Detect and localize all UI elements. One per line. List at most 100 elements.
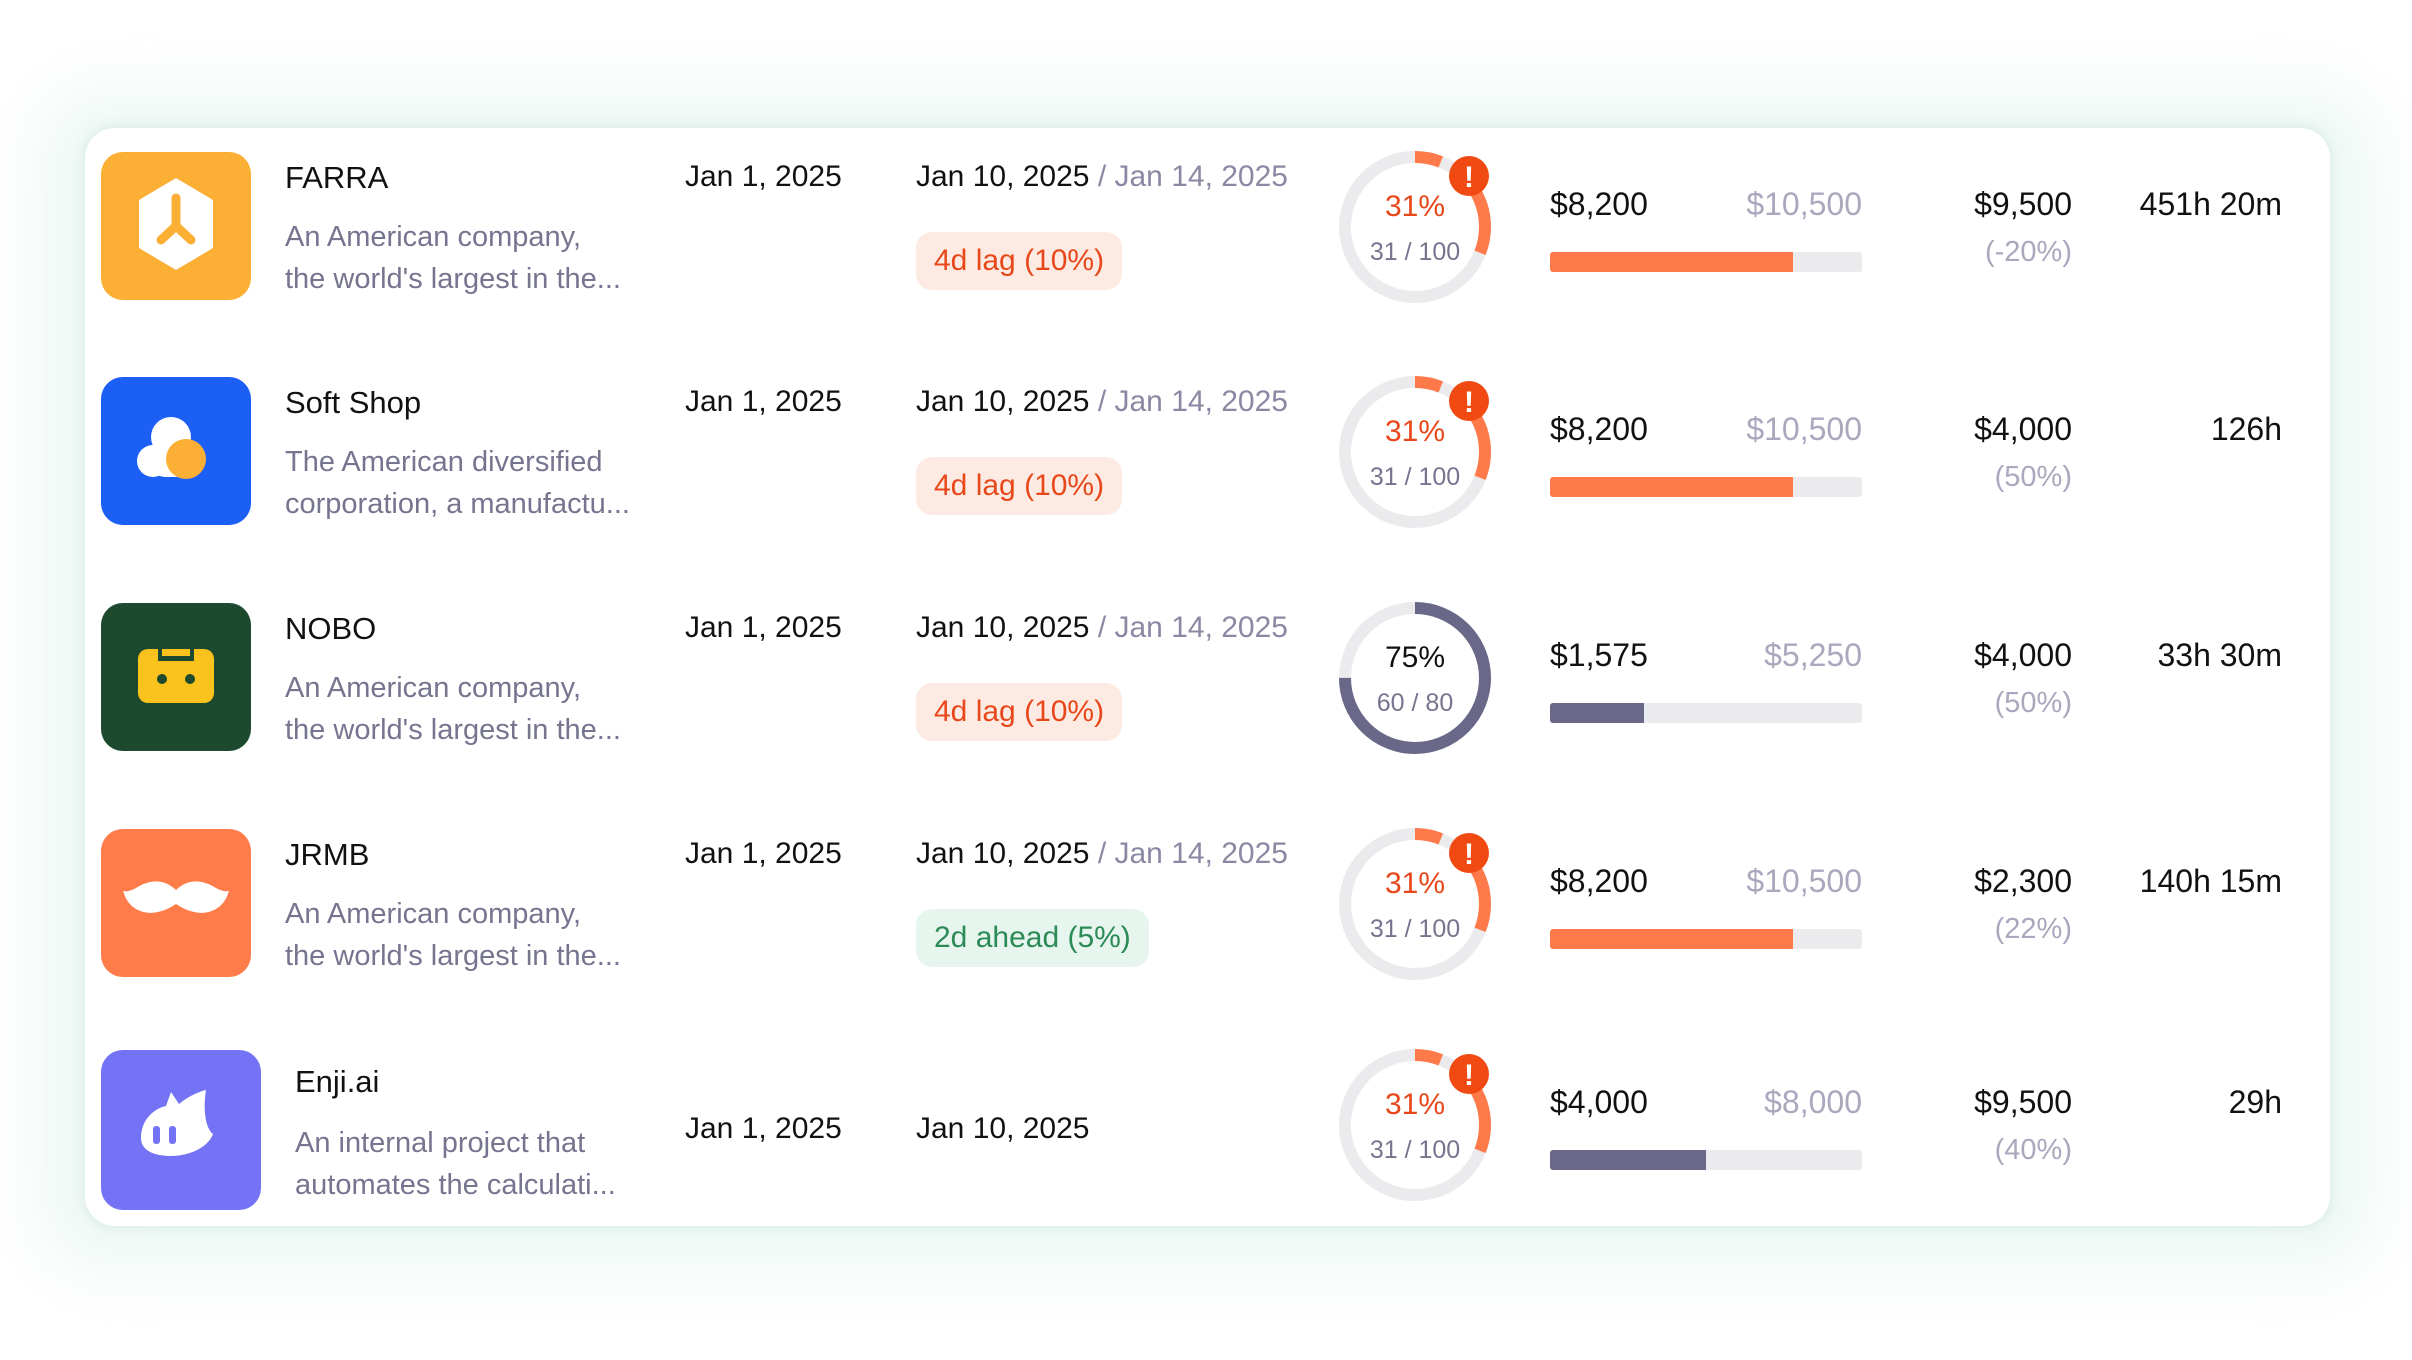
projects-card — [85, 128, 2330, 1226]
planned-date: Jan 14, 2025 — [1114, 160, 1288, 193]
time-spent: 33h 30m — [2157, 637, 2282, 673]
progress-arc — [1339, 376, 1491, 528]
progress-count: 60 / 80 — [1376, 689, 1454, 717]
progress-percent: 31% — [1384, 867, 1446, 900]
spent-amount: $8,200 — [1550, 411, 1648, 447]
project-logo — [101, 829, 251, 977]
alert-icon — [1449, 1054, 1489, 1094]
spent-amount: $8,200 — [1550, 863, 1648, 899]
progress-ring: ! — [1339, 828, 1491, 980]
budget-amount: $10,500 — [1746, 411, 1862, 447]
mustache-icon — [121, 876, 231, 931]
planned-date: Jan 14, 2025 — [1114, 837, 1288, 870]
progress-count: 31 / 100 — [1369, 1136, 1461, 1164]
progress-ring: ! — [1339, 376, 1491, 528]
start-date: Jan 1, 2025 — [685, 385, 842, 418]
progress-count: 31 / 100 — [1369, 463, 1461, 491]
budget-bar — [1550, 252, 1862, 272]
progress-percent: 75% — [1384, 641, 1446, 674]
schedule-badge: 4d lag (10%) — [916, 457, 1123, 515]
budget-bar-fill — [1550, 703, 1644, 723]
time-spent: 140h 15m — [2139, 863, 2282, 899]
project-name[interactable]: Soft Shop — [285, 385, 422, 420]
spent-amount: $1,575 — [1550, 637, 1648, 673]
svg-text:!: ! — [1464, 1059, 1474, 1092]
progress-percent: 31% — [1384, 190, 1446, 223]
progress-ring: ! — [1339, 1049, 1491, 1201]
cloud-icon — [131, 409, 221, 494]
progress-ring — [1339, 602, 1491, 754]
project-logo — [101, 152, 251, 300]
due-date: Jan 10, 2025 / Jan 14, 2025 — [916, 611, 1288, 644]
forecast-percent: (50%) — [1994, 687, 2072, 719]
due-date: Jan 10, 2025 / Jan 14, 2025 — [916, 160, 1288, 193]
time-spent: 126h — [2210, 411, 2282, 447]
progress-count: 31 / 100 — [1369, 238, 1461, 266]
progress-arc — [1339, 828, 1491, 980]
progress-arc — [1339, 828, 1491, 980]
due-date: Jan 10, 2025 — [916, 1112, 1090, 1145]
project-logo — [101, 377, 251, 525]
forecast-amount: $2,300 — [1974, 863, 2072, 899]
project-description: An American company, the world's largest … — [285, 221, 621, 295]
svg-text:!: ! — [1464, 838, 1474, 871]
hexagon-icon — [133, 174, 219, 279]
progress-percent: 31% — [1384, 415, 1446, 448]
project-name[interactable]: FARRA — [285, 160, 389, 195]
alert-icon — [1449, 833, 1489, 873]
project-name[interactable]: Enji.ai — [295, 1064, 380, 1099]
progress-arc — [1339, 602, 1491, 754]
planned-date: Jan 14, 2025 — [1114, 611, 1288, 644]
progress-arc — [1339, 1049, 1491, 1201]
start-date: Jan 1, 2025 — [685, 160, 842, 193]
forecast-amount: $4,000 — [1974, 411, 2072, 447]
budget-amount: $10,500 — [1746, 186, 1862, 222]
project-description: An American company, the world's largest … — [285, 898, 621, 972]
time-spent: 451h 20m — [2139, 186, 2282, 222]
cassette-icon — [136, 645, 216, 710]
project-logo — [101, 603, 251, 751]
forecast-percent: (40%) — [1994, 1134, 2072, 1166]
progress-arc — [1339, 151, 1491, 303]
project-row[interactable]: NOBO An American company, the world's lar… — [0, 602, 2412, 829]
spent-amount: $8,200 — [1550, 186, 1648, 222]
start-date: Jan 1, 2025 — [685, 611, 842, 644]
progress-arc — [1339, 1049, 1491, 1201]
project-name[interactable]: NOBO — [285, 611, 377, 646]
project-description: An American company, the world's largest … — [285, 672, 621, 746]
project-description: An internal project that automates the ca… — [295, 1127, 616, 1201]
schedule-badge: 4d lag (10%) — [916, 232, 1123, 290]
due-date: Jan 10, 2025 / Jan 14, 2025 — [916, 385, 1288, 418]
alert-icon — [1449, 156, 1489, 196]
progress-count: 31 / 100 — [1369, 915, 1461, 943]
project-row[interactable]: Enji.ai An internal project that automate… — [0, 1049, 2412, 1276]
svg-text:!: ! — [1464, 386, 1474, 419]
project-row[interactable]: Soft Shop The American diversified corpor… — [0, 376, 2412, 603]
project-logo — [101, 1050, 261, 1210]
budget-bar — [1550, 1150, 1862, 1170]
project-row[interactable]: JRMB An American company, the world's lar… — [0, 828, 2412, 1055]
forecast-percent: (50%) — [1994, 461, 2072, 493]
alert-icon — [1449, 381, 1489, 421]
schedule-badge: 2d ahead (5%) — [916, 909, 1149, 967]
due-date: Jan 10, 2025 / Jan 14, 2025 — [916, 837, 1288, 870]
project-name[interactable]: JRMB — [285, 837, 370, 872]
budget-bar-fill — [1550, 477, 1794, 497]
time-spent: 29h — [2228, 1084, 2282, 1120]
svg-text:!: ! — [1464, 161, 1474, 194]
forecast-amount: $4,000 — [1974, 637, 2072, 673]
forecast-amount: $9,500 — [1974, 1084, 2072, 1120]
budget-bar — [1550, 703, 1862, 723]
forecast-percent: (22%) — [1994, 913, 2072, 945]
budget-bar-fill — [1550, 1150, 1706, 1170]
progress-arc — [1339, 151, 1491, 303]
project-row[interactable]: FARRA An American company, the world's la… — [0, 151, 2412, 378]
planned-date: Jan 14, 2025 — [1114, 385, 1288, 418]
progress-arc — [1339, 376, 1491, 528]
budget-bar-fill — [1550, 929, 1794, 949]
budget-amount: $8,000 — [1764, 1084, 1862, 1120]
cat-icon — [131, 1088, 231, 1173]
schedule-badge: 4d lag (10%) — [916, 683, 1123, 741]
budget-bar — [1550, 929, 1862, 949]
progress-ring: ! — [1339, 151, 1491, 303]
